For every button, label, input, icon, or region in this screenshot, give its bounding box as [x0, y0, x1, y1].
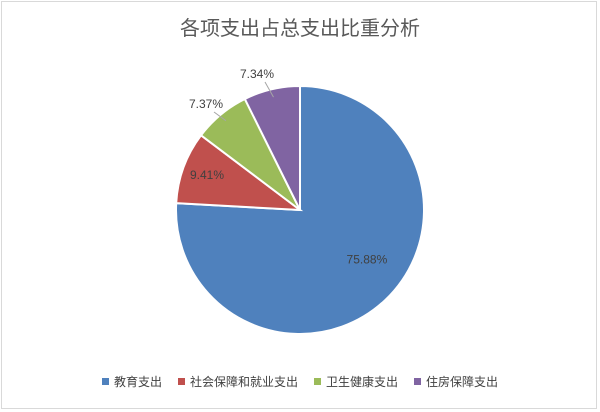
legend-item: 社会保障和就业支出: [178, 374, 298, 389]
pie-slices: [175, 84, 425, 335]
chart-title: 各项支出占总支出比重分析: [180, 16, 420, 40]
legend: 教育支出 社会保障和就业支出 卫生健康支出 住房保障支出: [102, 374, 498, 389]
label-leader-line: [264, 81, 274, 98]
legend-swatch: [102, 378, 109, 385]
slice-data-label: 75.88%: [347, 253, 388, 267]
legend-swatch: [414, 378, 421, 385]
pie-slice: [243, 84, 301, 211]
legend-swatch: [178, 378, 185, 385]
data-labels: 75.88% 9.41% 7.37% 7.34%: [189, 67, 388, 267]
legend-label: 住房保障支出: [426, 374, 498, 389]
legend-item: 卫生健康支出: [314, 374, 398, 389]
label-leader-line: [213, 111, 227, 122]
legend-swatch: [314, 378, 321, 385]
slice-data-label: 7.37%: [189, 97, 223, 111]
legend-item: 住房保障支出: [414, 374, 498, 389]
legend-label: 社会保障和就业支出: [190, 374, 298, 389]
legend-label: 教育支出: [114, 374, 162, 389]
legend-label: 卫生健康支出: [326, 374, 398, 389]
slice-data-label: 7.34%: [240, 67, 274, 81]
slice-data-label: 9.41%: [190, 168, 224, 182]
legend-item: 教育支出: [102, 374, 162, 389]
